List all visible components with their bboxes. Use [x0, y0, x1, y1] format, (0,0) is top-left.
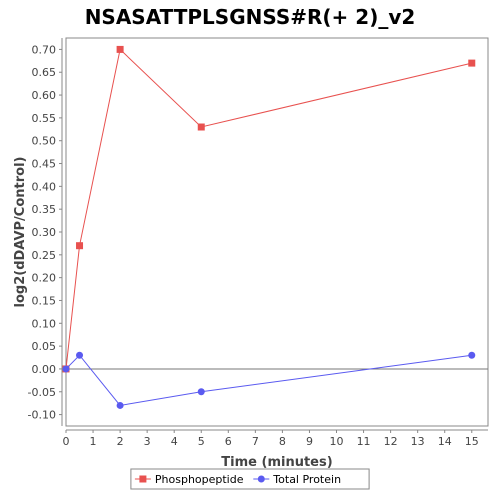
data-point-total-protein [197, 388, 205, 396]
x-tick-label: 0 [63, 435, 70, 448]
y-tick-label: 0.00 [32, 363, 57, 376]
data-point-total-protein [76, 351, 84, 359]
y-tick-label: 0.65 [32, 66, 57, 79]
y-tick-label: -0.10 [28, 409, 56, 422]
legend-label: Total Protein [272, 473, 341, 486]
data-point-phosphopeptide [76, 242, 84, 250]
x-tick-label: 10 [330, 435, 344, 448]
legend-item-total-protein: Total Protein [253, 473, 341, 486]
chart-title: NSASATTPLSGNSS#R(+ 2)_v2 [85, 5, 416, 29]
x-tick-label: 15 [465, 435, 479, 448]
y-tick-label: 0.05 [32, 340, 57, 353]
y-tick-label: 0.20 [32, 272, 57, 285]
legend-marker-circle [257, 475, 265, 483]
y-tick-label: 0.15 [32, 294, 57, 307]
y-tick-label: 0.10 [32, 317, 57, 330]
x-tick-label: 1 [90, 435, 97, 448]
legend-box [130, 468, 370, 490]
data-point-total-protein [62, 365, 70, 373]
x-tick-label: 4 [171, 435, 178, 448]
data-point-total-protein [468, 351, 476, 359]
y-tick-label: 0.40 [32, 180, 57, 193]
data-point-phosphopeptide [468, 59, 476, 67]
y-tick-label: 0.50 [32, 135, 57, 148]
x-tick-label: 14 [438, 435, 452, 448]
y-tick-label: 0.55 [32, 112, 57, 125]
x-axis-title: Time (minutes) [221, 455, 332, 470]
legend: Phosphopeptide Total Protein [130, 468, 370, 490]
legend-label: Phosphopeptide [155, 473, 244, 486]
x-tick-label: 6 [225, 435, 232, 448]
data-point-total-protein [116, 401, 124, 409]
y-tick-label: 0.35 [32, 203, 57, 216]
y-tick-label: 0.25 [32, 249, 57, 262]
x-tick-label: 9 [306, 435, 313, 448]
x-tick-label: 12 [384, 435, 398, 448]
data-point-phosphopeptide [116, 45, 124, 53]
x-tick-label: 8 [279, 435, 286, 448]
x-tick-label: 13 [411, 435, 425, 448]
y-tick-label: 0.30 [32, 226, 57, 239]
y-tick-label: -0.05 [28, 386, 56, 399]
legend-marker-square [139, 475, 147, 483]
x-axis: 0 1 2 3 4 5 6 7 8 9 10 11 12 13 14 15 [63, 429, 488, 448]
legend-item-phosphopeptide: Phosphopeptide [134, 473, 244, 486]
data-point-phosphopeptide [197, 123, 205, 131]
series-layer [62, 45, 476, 409]
y-axis: -0.10 -0.05 0.00 0.05 0.10 0.15 0.20 0.25 0.30 0.… [28, 38, 63, 426]
y-tick-label: 0.45 [32, 158, 57, 171]
series-total-protein [62, 351, 476, 409]
y-axis-title: log2(dDAVP/Control) [13, 157, 28, 308]
y-tick-label: 0.60 [32, 89, 57, 102]
x-tick-label: 7 [252, 435, 259, 448]
x-tick-label: 2 [117, 435, 124, 448]
plot-area [65, 37, 489, 427]
x-tick-label: 3 [144, 435, 151, 448]
x-tick-label: 5 [198, 435, 205, 448]
y-tick-label: 0.70 [32, 43, 57, 56]
x-tick-label: 11 [357, 435, 371, 448]
